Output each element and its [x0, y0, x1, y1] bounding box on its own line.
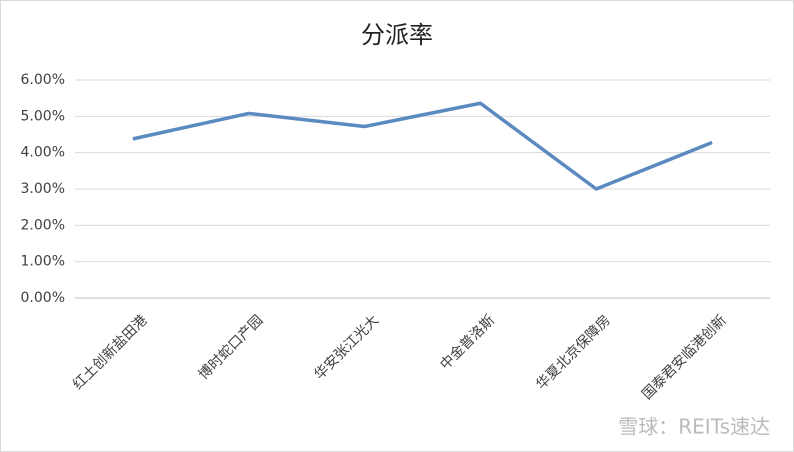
y-tick-label: 6.00%	[21, 72, 65, 88]
line	[132, 101, 713, 191]
y-tick-label: 5.00%	[21, 108, 65, 124]
chart-title: 分派率	[361, 21, 433, 49]
y-tick-label: 2.00%	[21, 217, 65, 233]
watermark: 雪球：REITs速达	[618, 415, 770, 439]
y-tick-label: 1.00%	[21, 254, 65, 270]
y-tick-label: 4.00%	[21, 145, 65, 161]
y-tick-label: 0.00%	[21, 290, 65, 306]
y-tick-label: 3.00%	[21, 181, 65, 197]
